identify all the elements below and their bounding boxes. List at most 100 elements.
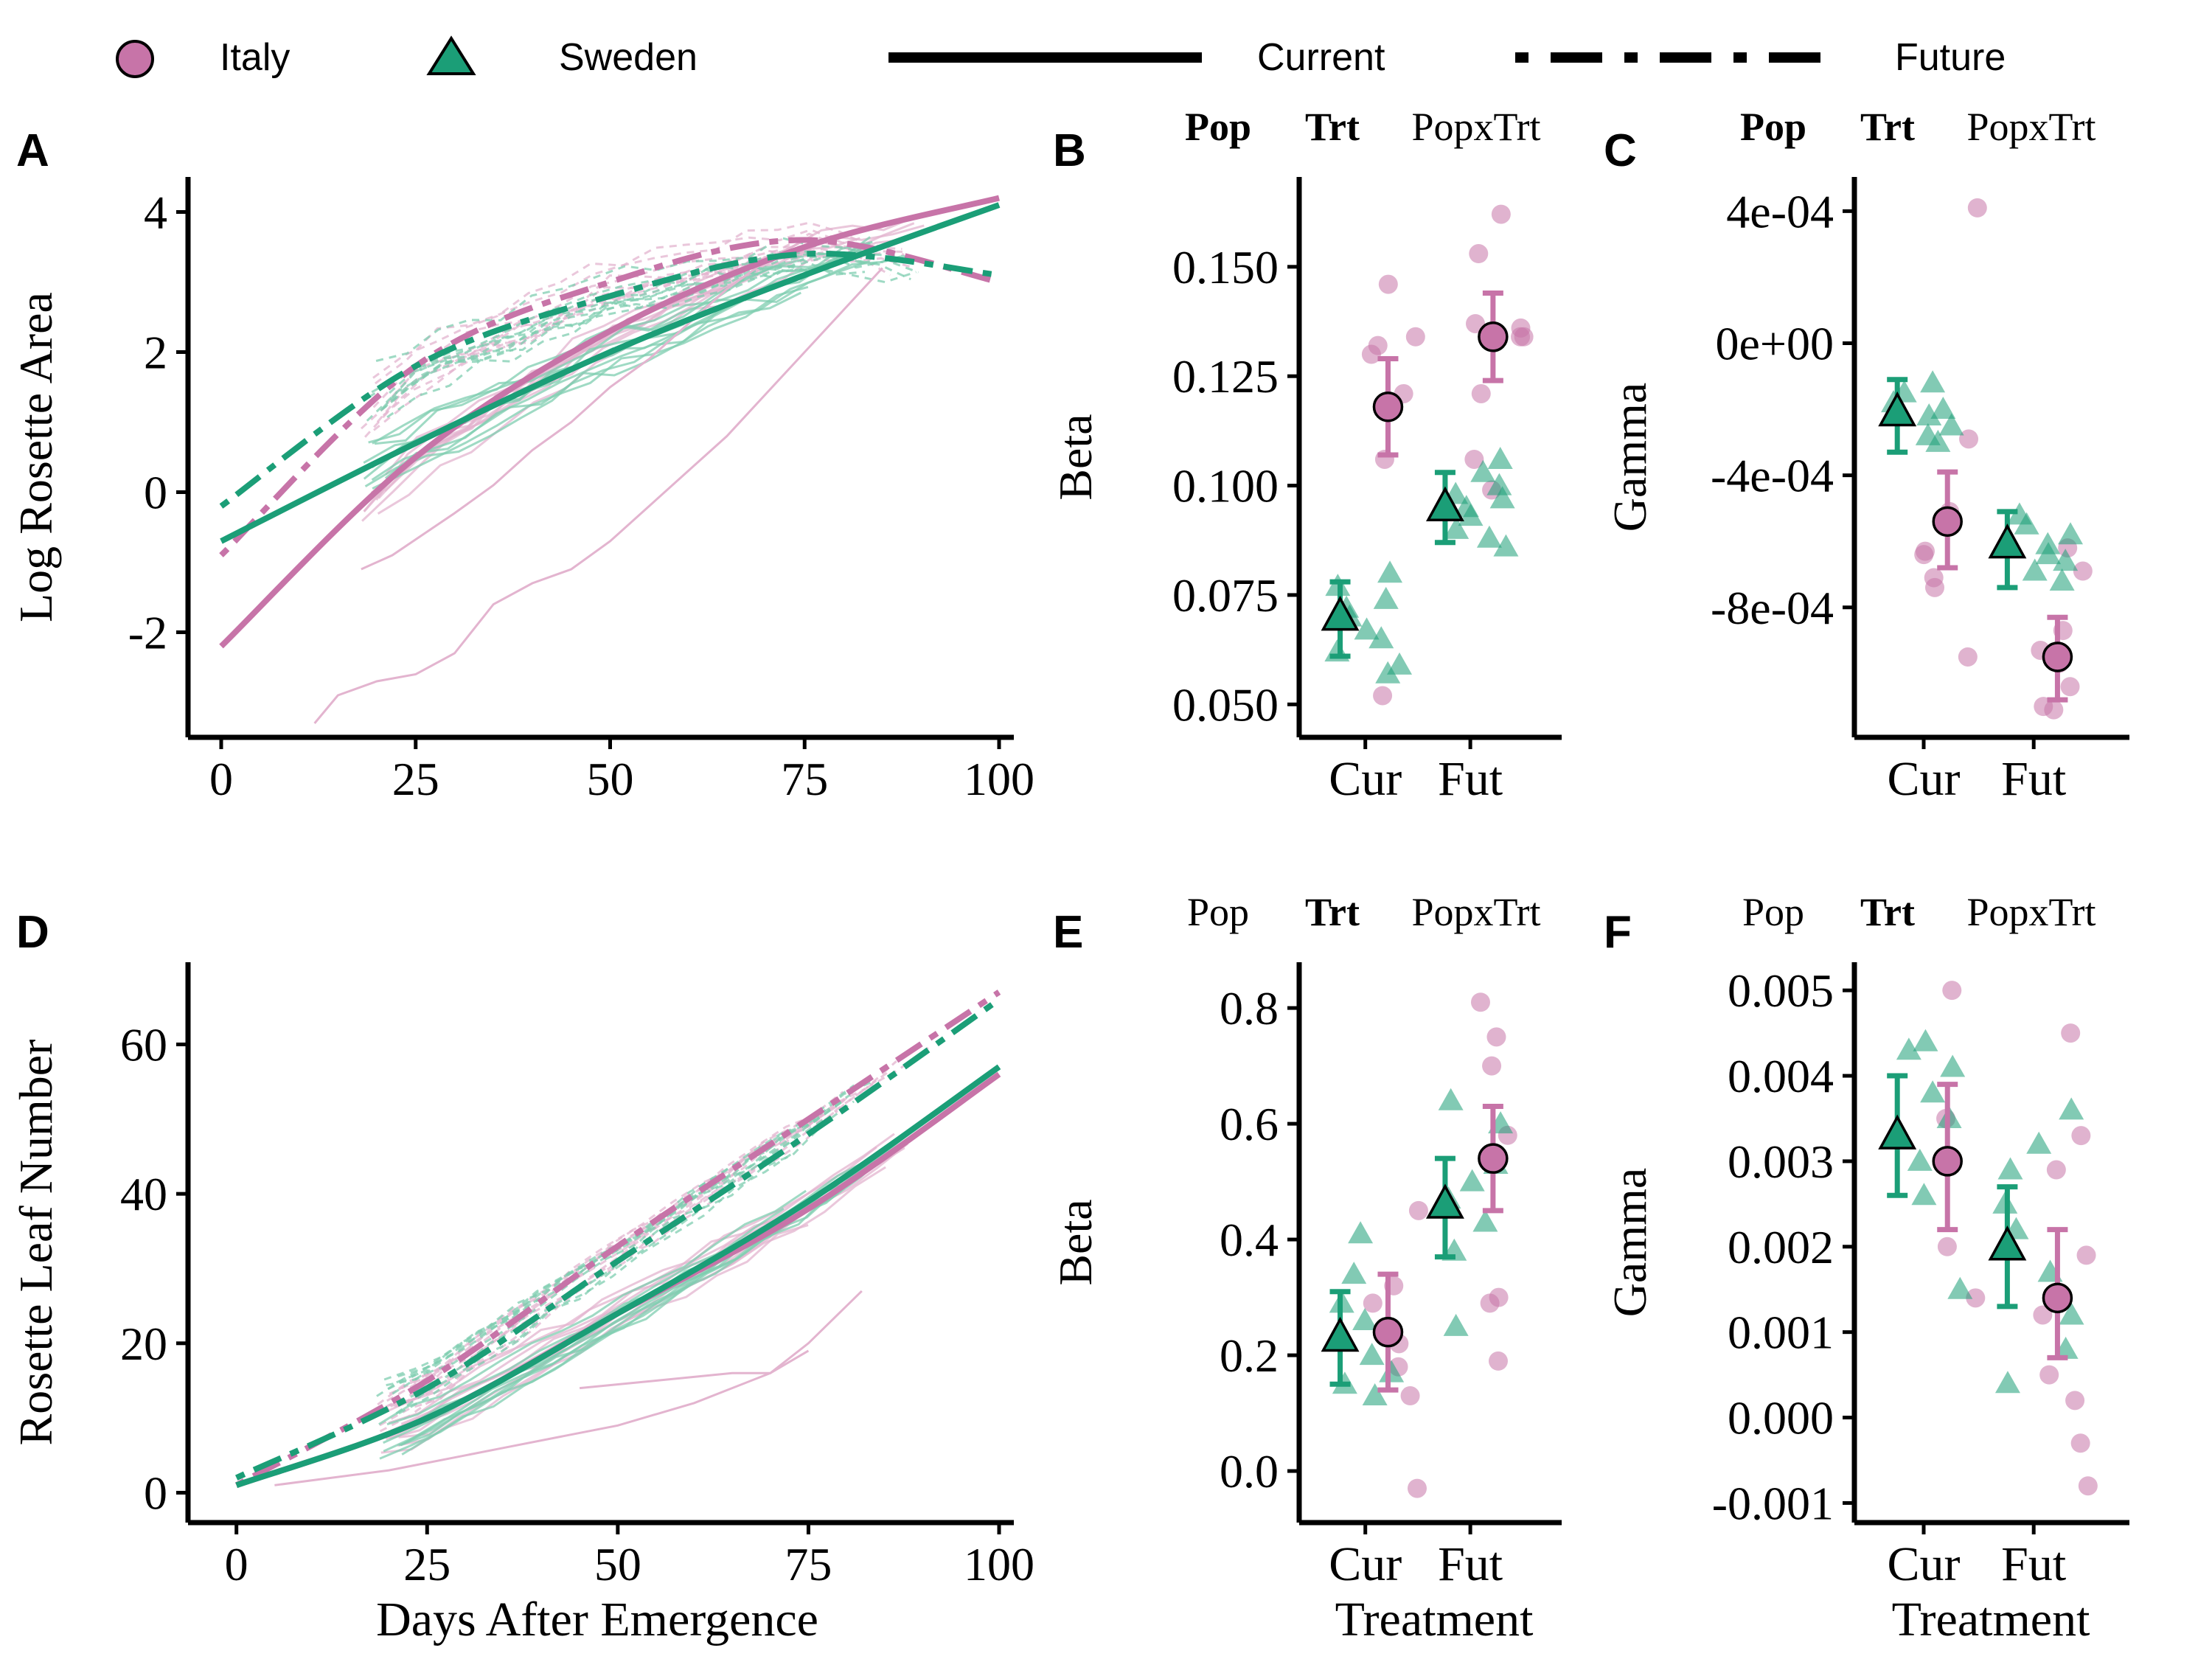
y-axis-label: Log Rosette Area: [10, 292, 62, 622]
point-italy-cur: [1942, 981, 1962, 1001]
legend-future-label: Future: [1895, 36, 2006, 79]
point-sweden-fut: [1489, 486, 1515, 509]
mean-italy-cur-marker: [1372, 391, 1404, 422]
point-italy-fut: [2070, 1433, 2090, 1453]
individual-line: [397, 1125, 796, 1391]
point-italy-fut: [2071, 1126, 2091, 1146]
x-axis-label-treatment-f: Treatment: [1892, 1593, 2090, 1646]
point-italy-cur: [1408, 1200, 1428, 1220]
point-sweden-cur: [1925, 429, 1951, 452]
series-sweden-future-line: [234, 997, 1001, 1481]
point-sweden-cur: [1930, 397, 1956, 420]
y-tick-label: 0.000: [1728, 1392, 1834, 1444]
y-tick-label: 0: [144, 467, 167, 519]
mean-sweden-fut-marker: [1425, 1183, 1464, 1219]
point-sweden-cur: [1373, 586, 1399, 609]
point-italy-cur: [1966, 1288, 1986, 1308]
mean-italy-fut-marker: [2042, 1282, 2073, 1314]
mean-italy-fut-marker: [2042, 641, 2073, 672]
point-sweden-cur: [1913, 1029, 1938, 1051]
point-sweden-cur: [1896, 1037, 1921, 1060]
point-sweden-cur: [1920, 370, 1946, 393]
y-tick-label: 0.004: [1728, 1050, 1834, 1102]
x-axis-label-treatment-e: Treatment: [1335, 1593, 1534, 1646]
panel-f-gamma-leaf: Pop Trt PopxTrt 0.005 0.004 0.003 0.002 0.001 0.…: [1604, 890, 2129, 1591]
sig-label-pop: Pop: [1740, 105, 1806, 149]
y-tick-label: 4: [144, 187, 167, 239]
x-tick-label: 0: [209, 753, 233, 805]
y-tick-label: 0e+00: [1716, 317, 1834, 369]
series-sweden-future-line: [219, 251, 1000, 509]
point-italy-fut: [2065, 1391, 2085, 1411]
individual-line: [366, 258, 866, 422]
y-tick-label: 0.002: [1728, 1221, 1834, 1273]
mean-sweden-fut-marker: [1988, 1225, 2027, 1261]
mean-sweden-cur-marker: [1321, 595, 1360, 631]
point-italy-fut: [2039, 1365, 2059, 1385]
point-italy-fut: [1482, 1056, 1502, 1076]
sig-label-pop: Pop: [1187, 890, 1249, 934]
individual-line: [397, 1129, 796, 1378]
mean-sweden-fut-marker: [1425, 486, 1464, 522]
y-tick-label: 0.050: [1172, 678, 1279, 731]
point-italy-fut: [1514, 327, 1534, 347]
point-sweden-cur: [1348, 1221, 1374, 1244]
y-axis-label: Beta: [1049, 1199, 1102, 1285]
y-axis-label: Gamma: [1604, 383, 1656, 532]
panel-b-beta-area: Pop Trt PopxTrt 0.050 0.075 0.100 0.125 0.150 Cu…: [1049, 105, 1562, 806]
individual-line: [386, 268, 917, 419]
panel-letter-c: C: [1604, 125, 1637, 176]
y-tick-label: 2: [144, 327, 167, 379]
point-sweden-fut: [2049, 568, 2075, 591]
point-italy-fut: [2033, 1305, 2053, 1325]
y-tick-label: 0.6: [1220, 1098, 1279, 1150]
y-axis-label: Rosette Leaf Number: [10, 1040, 62, 1446]
point-italy-fut: [1464, 449, 1484, 469]
individual-line: [398, 1150, 796, 1415]
point-italy-cur: [1959, 429, 1979, 449]
sig-label-pop: Pop: [1742, 890, 1804, 934]
point-italy-fut: [2060, 677, 2080, 697]
y-tick-label: -2: [128, 607, 167, 659]
x-tick-label: 75: [785, 1538, 832, 1590]
point-sweden-fut: [2058, 522, 2084, 545]
sig-label-trt: Trt: [1305, 105, 1360, 149]
individual-line: [368, 258, 804, 444]
point-sweden-fut: [1994, 1371, 2020, 1394]
point-sweden-cur: [1352, 1307, 1378, 1330]
point-sweden-cur: [1341, 1262, 1367, 1284]
x-tick-label: 100: [964, 753, 1034, 805]
y-tick-label: 0.001: [1728, 1307, 1834, 1359]
panel-a-rosette-area: 0 25 50 75 100 -2 0 2 4 Log Rosette Area: [10, 177, 1034, 805]
individual-line: [378, 1189, 807, 1425]
y-tick-label: 0.100: [1172, 460, 1279, 512]
y-axis-label: Gamma: [1604, 1168, 1656, 1318]
point-italy-cur: [1363, 1293, 1382, 1313]
legend-sweden-marker: [426, 35, 476, 75]
panel-d-leaf-number: 0 25 50 75 100 0 20 40 60 Rosette Leaf Number: [10, 962, 1034, 1590]
sig-label-popxtrt: PopxTrt: [1966, 890, 2096, 934]
individual-line: [379, 1046, 930, 1427]
individual-line: [372, 285, 809, 490]
legend-italy-label: Italy: [220, 36, 290, 79]
point-italy-cur: [1400, 1386, 1420, 1406]
point-sweden-cur: [1947, 1276, 1973, 1299]
point-italy-fut: [2061, 1023, 2081, 1043]
point-sweden-fut: [1472, 1209, 1498, 1232]
point-sweden-fut: [1470, 459, 1496, 482]
y-tick-label: 40: [120, 1168, 167, 1220]
y-tick-label: -8e-04: [1711, 582, 1834, 634]
mean-italy-cur-marker: [1372, 1316, 1404, 1348]
point-sweden-fut: [2053, 549, 2079, 571]
individual-line: [372, 221, 902, 379]
individual-line: [386, 1079, 875, 1387]
y-tick-label: 0.0: [1220, 1445, 1279, 1498]
point-italy-fut: [1488, 1351, 1508, 1371]
individual-line: [579, 1290, 863, 1390]
sig-label-popxtrt: PopxTrt: [1966, 105, 2096, 149]
sig-label-popxtrt: PopxTrt: [1411, 105, 1540, 149]
point-sweden-cur: [1387, 652, 1413, 675]
sig-label-popxtrt: PopxTrt: [1411, 890, 1540, 934]
point-sweden-fut: [1486, 473, 1512, 495]
